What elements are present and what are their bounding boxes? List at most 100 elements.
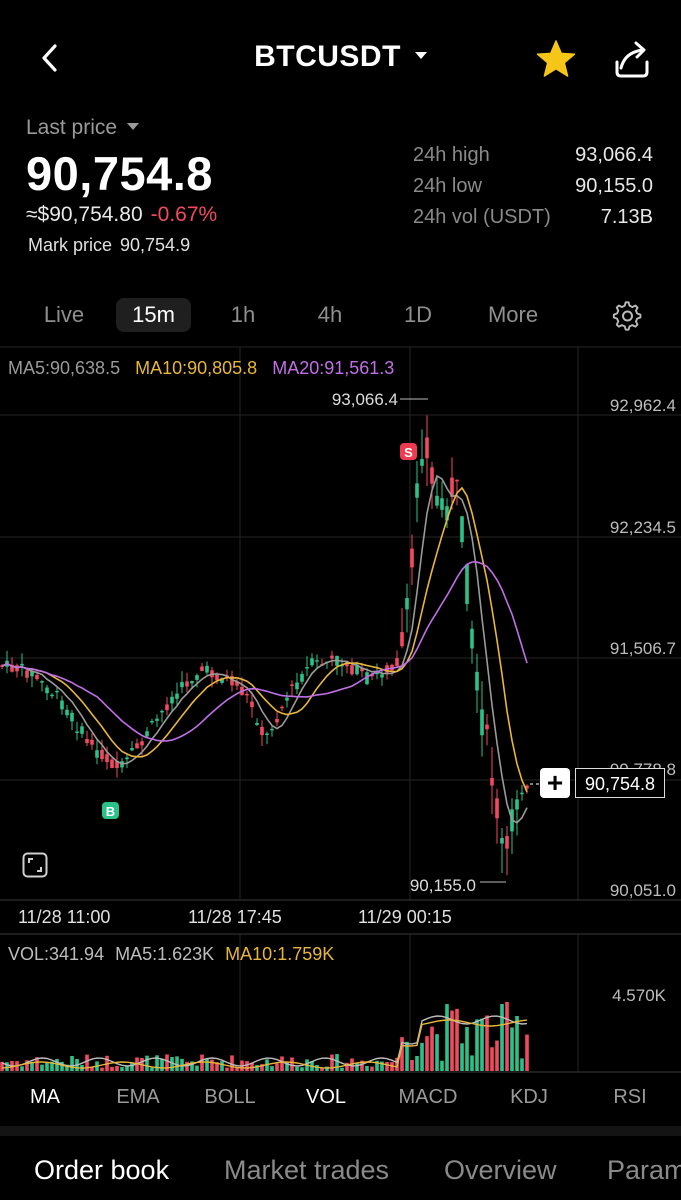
volume-bar xyxy=(200,1054,204,1071)
stat-row: 24h vol (USDT) 7.13B xyxy=(413,202,653,233)
tab-market-trades[interactable]: Market trades xyxy=(224,1155,390,1185)
tab-4h[interactable]: 4h xyxy=(317,302,343,327)
volume-bar xyxy=(445,1004,449,1071)
tab-more[interactable]: More xyxy=(487,302,539,327)
vol-label: VOL:341.94 xyxy=(8,944,105,964)
candle-body xyxy=(480,709,484,736)
time-axis-label: 11/29 00:15 xyxy=(358,907,452,927)
stat-label: 24h vol (USDT) xyxy=(413,206,551,228)
caret-down-icon xyxy=(414,51,427,59)
volume-bar xyxy=(405,1041,409,1071)
tab-1h[interactable]: 1h xyxy=(230,302,256,327)
indicator-rsi[interactable]: RSI xyxy=(613,1086,647,1108)
tab-1d[interactable]: 1D xyxy=(403,302,433,327)
candle-body xyxy=(55,690,59,693)
time-axis-label: 11/28 11:00 xyxy=(18,907,110,927)
candle-body xyxy=(495,798,499,819)
volume-bar xyxy=(515,1015,519,1071)
price-change: -0.67% xyxy=(150,203,218,226)
tab-order-book[interactable]: Order book xyxy=(34,1155,170,1185)
chart-settings-button[interactable] xyxy=(612,300,644,332)
back-button[interactable] xyxy=(30,36,70,80)
candle-body xyxy=(130,748,134,751)
volume-bar xyxy=(210,1059,214,1071)
candle-body xyxy=(180,682,184,688)
volume-bar xyxy=(25,1060,29,1071)
vol-ma10-line xyxy=(1,1019,528,1069)
volume-bar xyxy=(230,1055,234,1071)
candle-body xyxy=(455,479,459,482)
indicator-ema[interactable]: EMA xyxy=(116,1086,160,1108)
volume-bar xyxy=(490,1047,494,1071)
tab-param[interactable]: Param xyxy=(607,1155,681,1185)
candle-body xyxy=(15,665,19,672)
volume-legend: VOL:341.94 MA5:1.623K MA10:1.759K xyxy=(8,944,334,965)
mark-price-value: 90,754.9 xyxy=(120,235,191,255)
indicator-vol[interactable]: VOL xyxy=(305,1086,347,1108)
candle-body xyxy=(100,749,104,760)
candle-body xyxy=(150,720,154,723)
volume-bar xyxy=(120,1067,124,1071)
candle-body xyxy=(410,548,414,568)
volume-bar xyxy=(40,1064,44,1071)
volume-bar xyxy=(235,1067,239,1071)
indicator-boll[interactable]: BOLL xyxy=(204,1086,256,1108)
stat-row: 24h low 90,155.0 xyxy=(413,171,653,202)
volume-bar xyxy=(430,1026,434,1071)
candle-body xyxy=(75,731,79,733)
candle-body xyxy=(110,759,114,768)
buy-marker-badge xyxy=(102,802,119,819)
last-price-selector[interactable]: Last price xyxy=(26,116,140,140)
indicator-kdj[interactable]: KDJ xyxy=(510,1086,548,1108)
tab-overview[interactable]: Overview xyxy=(444,1155,557,1185)
volume-bar xyxy=(505,1001,509,1071)
ma-legend: MA5:90,638.5 MA10:90,805.8 MA20:91,561.3 xyxy=(8,358,394,379)
volume-bar xyxy=(115,1065,119,1071)
volume-bar xyxy=(500,1004,504,1071)
candle-body xyxy=(365,672,369,685)
candle-body xyxy=(135,743,139,749)
volume-bar xyxy=(110,1066,114,1071)
volume-bar xyxy=(220,1061,224,1071)
volume-bar xyxy=(330,1054,334,1071)
volume-bar xyxy=(425,1036,429,1071)
tab-live[interactable]: Live xyxy=(43,302,85,327)
candle-body xyxy=(405,598,409,610)
fullscreen-button[interactable] xyxy=(22,852,48,878)
add-order-button[interactable]: + xyxy=(540,768,570,798)
candle-body xyxy=(380,674,384,678)
candle-body xyxy=(200,666,204,672)
candle-body xyxy=(375,672,379,675)
symbol-selector[interactable]: BTCUSDT xyxy=(0,40,681,74)
candle-body xyxy=(275,718,279,723)
volume-bar xyxy=(275,1063,279,1071)
tab-15m[interactable]: 15m xyxy=(116,298,191,332)
candle-body xyxy=(450,477,454,497)
stat-label: 24h low xyxy=(413,175,482,197)
last-price-value: 90,754.8 xyxy=(26,147,213,200)
indicator-macd[interactable]: MACD xyxy=(398,1086,458,1108)
volume-bar xyxy=(290,1057,294,1071)
price-axis-label: 92,234.5 xyxy=(610,518,676,537)
volume-bar xyxy=(125,1066,129,1071)
indicator-ma[interactable]: MA xyxy=(30,1086,60,1108)
candle-body xyxy=(285,697,289,701)
ma5-label: MA5:90,638.5 xyxy=(8,358,121,378)
volume-bar xyxy=(325,1066,329,1071)
last-price-label: Last price xyxy=(26,116,118,139)
share-button[interactable] xyxy=(609,38,655,80)
ma20-label: MA20:91,561.3 xyxy=(272,358,395,378)
candle-body xyxy=(220,678,224,683)
candle-body xyxy=(95,750,99,758)
candle-body xyxy=(445,506,449,521)
usd-price: ≈$90,754.80 xyxy=(26,203,143,226)
favorite-button[interactable] xyxy=(535,38,577,80)
volume-bar xyxy=(460,1043,464,1071)
candle-body xyxy=(70,712,74,722)
candle-body xyxy=(190,681,194,684)
volume-bar xyxy=(70,1055,74,1071)
candle-body xyxy=(350,665,354,675)
volume-bar xyxy=(160,1058,164,1071)
candlestick-chart[interactable]: 92,962.492,234.591,506.790,778.890,051.0… xyxy=(0,345,681,1075)
volume-bar xyxy=(215,1062,219,1071)
